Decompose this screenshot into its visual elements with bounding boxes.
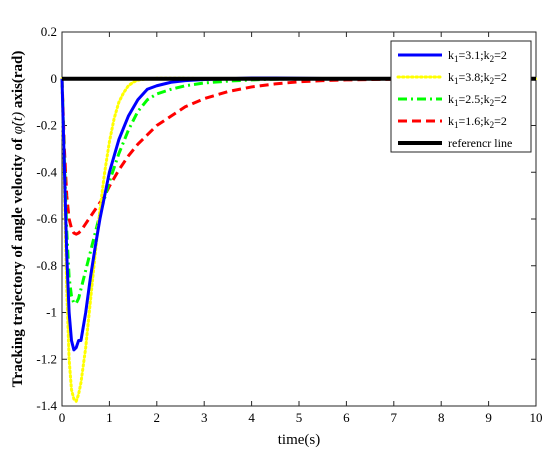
legend-val2: =2 xyxy=(494,92,507,106)
x-tick-label: 8 xyxy=(438,410,445,425)
legend: k1=3.1;k2=2k1=3.8;k2=2k1=2.5;k2=2k1=1.6;… xyxy=(390,40,532,153)
y-tick-label: -0.8 xyxy=(36,258,57,273)
legend-val2: =2 xyxy=(494,48,507,62)
legend-label-4: referencr line xyxy=(448,136,512,150)
y-tick-label: -0.4 xyxy=(36,164,57,179)
y-tick-label: 0.2 xyxy=(41,24,57,39)
legend-val2: =2 xyxy=(494,70,507,84)
x-tick-label: 2 xyxy=(154,410,161,425)
svg-text:Tracking trajectory of angle v: Tracking trajectory of angle velocity of… xyxy=(10,51,26,388)
legend-label-1: k1=3.8;k2=2 xyxy=(448,70,507,86)
legend-label-2: k1=2.5;k2=2 xyxy=(448,92,507,108)
y-tick-label: -1.2 xyxy=(36,351,57,366)
legend-name_k1: k xyxy=(448,70,454,84)
x-tick-label: 6 xyxy=(343,410,350,425)
x-tick-label: 5 xyxy=(296,410,303,425)
x-tick-label: 4 xyxy=(248,410,255,425)
legend-label-0: k1=3.1;k2=2 xyxy=(448,48,507,64)
legend-val1: =3.8;k xyxy=(459,70,490,84)
legend-name_k1: k xyxy=(448,92,454,106)
legend-sub2: 2 xyxy=(490,76,495,86)
legend-text: referencr line xyxy=(448,136,512,150)
y-tick-label: -1 xyxy=(46,305,57,320)
y-axis-label-suffix: axis(rad) xyxy=(10,51,26,112)
y-tick-label: 0 xyxy=(51,71,58,86)
y-axis-label-math: φ̇(t) xyxy=(10,112,26,134)
series-line-3 xyxy=(60,77,536,236)
y-tick-label: -0.2 xyxy=(36,118,57,133)
legend-name_k1: k xyxy=(448,114,454,128)
legend-val1: =3.1;k xyxy=(459,48,490,62)
axis-ticks: 0 1 2 3 4 5 6 7 8 9 10 0.2 0 -0.2 -0.4 -0.6 -0.8 -1 -1.2 -1… xyxy=(36,24,542,425)
legend-sub2: 2 xyxy=(490,98,495,108)
legend-val1: =2.5;k xyxy=(459,92,490,106)
y-axis-label: Tracking trajectory of angle velocity of xyxy=(10,134,26,387)
x-tick-label: 7 xyxy=(391,410,398,425)
x-tick-label: 1 xyxy=(106,410,113,425)
legend-box xyxy=(390,40,532,153)
legend-sub1: 1 xyxy=(454,76,459,86)
x-tick-label: 0 xyxy=(59,410,66,425)
y-tick-label: -1.4 xyxy=(36,398,57,413)
x-tick-label: 3 xyxy=(201,410,208,425)
y-axis-label-group: Tracking trajectory of angle velocity of… xyxy=(10,51,26,388)
legend-val1: =1.6;k xyxy=(459,114,490,128)
legend-label-3: k1=1.6;k2=2 xyxy=(448,114,507,130)
legend-sub2: 2 xyxy=(490,54,495,64)
legend-val2: =2 xyxy=(494,114,507,128)
legend-name_k1: k xyxy=(448,48,454,62)
series-group xyxy=(60,76,538,403)
legend-sub2: 2 xyxy=(490,120,495,130)
x-tick-label: 10 xyxy=(530,410,543,425)
legend-sub1: 1 xyxy=(454,54,459,64)
legend-sub1: 1 xyxy=(454,120,459,130)
y-tick-label: -0.6 xyxy=(36,211,57,226)
x-tick-label: 9 xyxy=(485,410,492,425)
legend-sub1: 1 xyxy=(454,98,459,108)
x-axis-label: time(s) xyxy=(278,432,321,448)
